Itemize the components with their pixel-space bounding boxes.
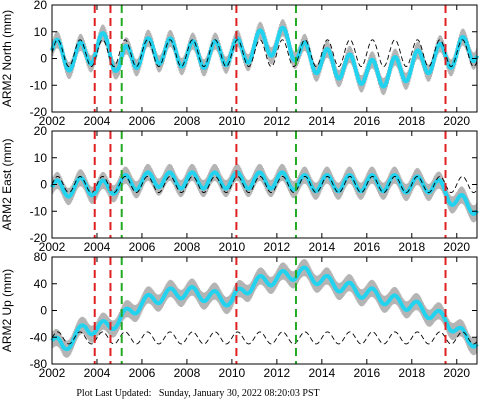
x-tick-label: 2002 — [39, 240, 66, 254]
y-tick-label: 0 — [40, 304, 47, 318]
x-tick-label: 2012 — [264, 240, 291, 254]
east-panel: 2002 2004 2006 2008 2010 2012 2014 2016 2018 2020… — [0, 124, 479, 254]
x-tick-label: 2002 — [39, 366, 66, 380]
x-tick-label: 2010 — [219, 240, 246, 254]
y-tick-label: -20 — [30, 105, 48, 119]
y-axis-label: ARM2 East (mm) — [0, 138, 14, 230]
x-tick-label: 2006 — [129, 366, 156, 380]
seasonal-model-line — [51, 331, 478, 345]
x-tick-label: 2008 — [174, 366, 201, 380]
up-panel: 2002 2004 2006 2008 2010 2012 2014 2016 2018 2020… — [0, 250, 479, 380]
x-tick-label: 2004 — [84, 366, 111, 380]
y-tick-label: 0 — [40, 52, 47, 66]
y-tick-label: -20 — [30, 231, 48, 245]
x-tick-label: 2020 — [443, 114, 470, 128]
footer-timestamp: Sunday, January 30, 2022 08:20:03 PST — [158, 388, 320, 399]
y-tick-label: -10 — [30, 78, 48, 92]
y-tick-label: -40 — [30, 330, 48, 344]
plot-last-updated: Plot Last Updated: Sunday, January 30, 2… — [0, 388, 396, 399]
x-tick-label: 2020 — [443, 366, 470, 380]
x-tick-label: 2018 — [398, 240, 425, 254]
y-tick-label: 20 — [34, 0, 48, 12]
error-bars — [51, 259, 478, 358]
x-tick-label: 2014 — [308, 114, 335, 128]
x-tick-label: 2004 — [84, 240, 111, 254]
y-tick-label: 20 — [34, 124, 48, 138]
x-tick-label: 2010 — [219, 114, 246, 128]
x-tick-label: 2006 — [129, 114, 156, 128]
x-tick-label: 2012 — [264, 366, 291, 380]
x-tick-label: 2014 — [308, 240, 335, 254]
y-axis-label: ARM2 Up (mm) — [0, 269, 14, 352]
observed-series — [50, 170, 479, 216]
x-tick-label: 2020 — [443, 240, 470, 254]
x-tick-label: 2014 — [308, 366, 335, 380]
seasonal-model-line — [51, 176, 478, 193]
y-tick-label: 40 — [34, 277, 48, 291]
x-tick-label: 2016 — [353, 114, 380, 128]
y-tick-label: 10 — [34, 151, 48, 165]
x-tick-label: 2018 — [398, 114, 425, 128]
x-tick-label: 2002 — [39, 114, 66, 128]
x-tick-label: 2016 — [353, 366, 380, 380]
x-tick-label: 2008 — [174, 114, 201, 128]
y-tick-label: 80 — [34, 250, 48, 264]
y-axis-label: ARM2 North (mm) — [0, 10, 14, 107]
observed-series — [50, 25, 479, 89]
x-tick-label: 2016 — [353, 240, 380, 254]
seasonal-model-line — [51, 39, 478, 67]
y-tick-label: -10 — [30, 204, 48, 218]
x-tick-label: 2008 — [174, 240, 201, 254]
x-tick-label: 2006 — [129, 240, 156, 254]
footer-label: Plot Last Updated: — [76, 388, 152, 399]
observed-series — [50, 265, 479, 352]
y-tick-label: -80 — [30, 357, 48, 371]
x-tick-label: 2018 — [398, 366, 425, 380]
x-tick-label: 2004 — [84, 114, 111, 128]
x-tick-label: 2012 — [264, 114, 291, 128]
north-panel: 2002 2004 2006 2008 2010 2012 2014 2016 2018 2020… — [0, 0, 479, 128]
y-tick-label: 10 — [34, 25, 48, 39]
y-tick-label: 0 — [40, 178, 47, 192]
x-tick-label: 2010 — [219, 366, 246, 380]
